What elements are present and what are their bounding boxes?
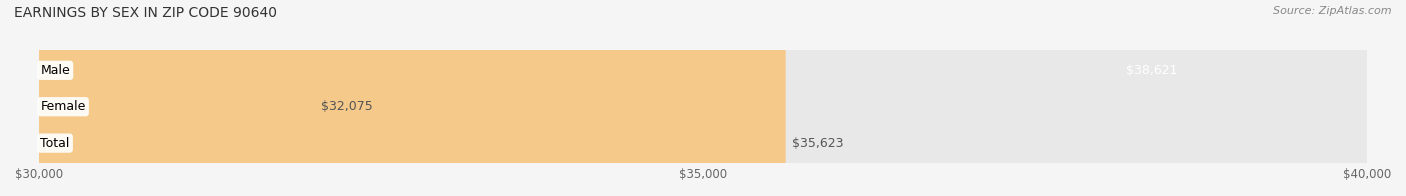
Text: $32,075: $32,075 [321, 100, 373, 113]
Text: Female: Female [41, 100, 86, 113]
Text: Source: ZipAtlas.com: Source: ZipAtlas.com [1274, 6, 1392, 16]
Text: $38,621: $38,621 [1126, 64, 1177, 77]
FancyBboxPatch shape [39, 0, 1367, 196]
FancyBboxPatch shape [39, 0, 1184, 196]
FancyBboxPatch shape [39, 0, 1367, 196]
Text: Male: Male [41, 64, 70, 77]
FancyBboxPatch shape [39, 0, 1367, 196]
FancyBboxPatch shape [39, 0, 786, 196]
Text: $35,623: $35,623 [793, 137, 844, 150]
Text: Total: Total [41, 137, 70, 150]
FancyBboxPatch shape [0, 0, 703, 196]
Text: EARNINGS BY SEX IN ZIP CODE 90640: EARNINGS BY SEX IN ZIP CODE 90640 [14, 6, 277, 20]
